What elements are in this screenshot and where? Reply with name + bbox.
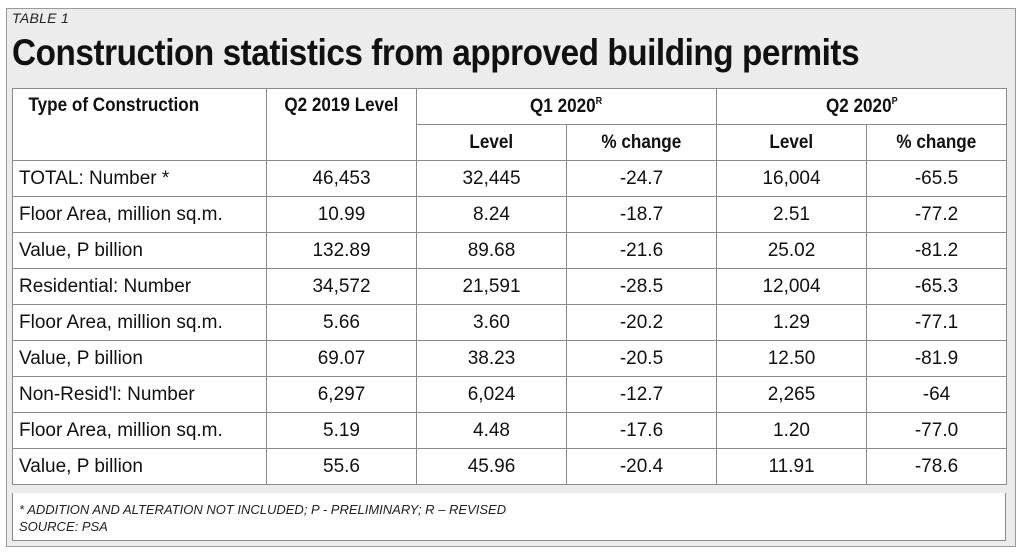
table-row: Value, P billion 55.6 45.96 -20.4 11.91 -78.6 [12,448,1008,485]
cell-q2-2020-level: 16,004 [716,160,868,197]
header-q1-level: Level [416,124,567,161]
table-row: Floor Area, million sq.m. 5.66 3.60 -20.2 1.… [12,304,1008,341]
cell-q1-2020-level: 21,591 [416,268,567,305]
table-row: Floor Area, million sq.m. 10.99 8.24 -18.7 2… [12,196,1008,233]
cell-q1-2020-pct-change: -20.4 [565,448,718,485]
row-label: Value, P billion [12,340,267,377]
row-label: Floor Area, million sq.m. [12,412,267,449]
row-label: TOTAL: Number * [12,160,267,197]
cell-q1-2020-level: 3.60 [416,304,567,341]
table-row: TOTAL: Number * 46,453 32,445 -24.7 16,004 -6… [12,160,1008,197]
cell-q2-2020-pct-change: -65.3 [866,268,1008,305]
cell-q2-2020-pct-change: -81.9 [866,340,1008,377]
construction-stats-table: Type of Construction Q2 2019 Level Q1 20… [12,88,1008,485]
cell-q1-2020-pct-change: -20.5 [565,340,718,377]
cell-q1-2020-pct-change: -20.2 [565,304,718,341]
cell-q2-2020-level: 2.51 [716,196,868,233]
header-q1-2020: Q1 2020R [415,88,718,125]
table-row: Non-Resid'l: Number 6,297 6,024 -12.7 2,265-… [12,376,1008,413]
cell-q2-2020-pct-change: -77.2 [866,196,1008,233]
cell-q2-2019-level: 34,572 [266,268,417,305]
cell-q1-2020-level: 32,445 [416,160,567,197]
table-row: Value, P billion 132.89 89.68 -21.6 25.02 -81… [12,232,1008,269]
cell-q2-2019-level: 46,453 [266,160,417,197]
preliminary-mark: P [891,95,898,107]
cell-q2-2020-pct-change: -65.5 [866,160,1008,197]
cell-q2-2020-level: 1.29 [716,304,868,341]
cell-q1-2020-level: 89.68 [416,232,567,269]
header-type-of-construction: Type of Construction [12,88,267,161]
cell-q2-2020-pct-change: -77.0 [866,412,1008,449]
cell-q2-2020-pct-change: -64 [866,376,1008,413]
row-label: Floor Area, million sq.m. [12,304,267,341]
cell-q2-2019-level: 6,297 [266,376,417,413]
cell-q2-2019-level: 10.99 [266,196,417,233]
footnote-source: SOURCE: PSA [19,519,108,534]
revised-mark: R [596,95,603,107]
cell-q1-2020-pct-change: -24.7 [565,160,718,197]
cell-q1-2020-pct-change: -28.5 [565,268,718,305]
header-q2-2019-level: Q2 2019 Level [266,88,417,161]
footnote-note: * ADDITION AND ALTERATION NOT INCLUDED; … [19,502,507,517]
table-row: Floor Area, million sq.m. 5.19 4.48 -17.6 1.… [12,412,1008,449]
header-q2-level: Level [716,124,868,161]
table-row: Residential: Number 34,572 21,591 -28.5 12,0… [12,268,1008,305]
cell-q2-2020-pct-change: -81.2 [866,232,1008,269]
row-label: Value, P billion [12,232,267,269]
cell-q1-2020-pct-change: -21.6 [565,232,718,269]
cell-q2-2020-pct-change: -77.1 [866,304,1008,341]
cell-q1-2020-pct-change: -17.6 [565,412,718,449]
cell-q1-2020-level: 8.24 [416,196,567,233]
cell-q2-2020-level: 11.91 [716,448,868,485]
cell-q2-2020-level: 12,004 [716,268,868,305]
cell-q2-2020-level: 12.50 [716,340,868,377]
cell-q2-2020-level: 1.20 [716,412,868,449]
footnote-area: * ADDITION AND ALTERATION NOT INCLUDED; … [12,493,1006,541]
row-label: Floor Area, million sq.m. [12,196,267,233]
cell-q1-2020-level: 38.23 [416,340,567,377]
cell-q1-2020-pct-change: -12.7 [565,376,718,413]
cell-q2-2020-level: 25.02 [716,232,868,269]
cell-q1-2020-level: 45.96 [416,448,567,485]
row-label: Non-Resid'l: Number [12,376,267,413]
cell-q2-2019-level: 55.6 [266,448,417,485]
header-q2-2020: Q2 2020P [716,88,1008,125]
header-q2-pct-change: % change [866,124,1008,161]
table-title: Construction statistics from approved bu… [12,32,860,73]
cell-q2-2020-pct-change: -78.6 [866,448,1008,485]
cell-q2-2019-level: 132.89 [266,232,417,269]
cell-q1-2020-level: 6,024 [416,376,567,413]
cell-q2-2019-level: 5.66 [266,304,417,341]
cell-q2-2020-level: 2,265 [716,376,868,413]
table-row: Value, P billion 69.07 38.23 -20.5 12.50 -81.… [12,340,1008,377]
table-body: TOTAL: Number * 46,453 32,445 -24.7 16,004 -6… [12,160,1008,485]
header-q1-pct-change: % change [565,124,718,161]
table-number-label: TABLE 1 [12,10,70,26]
row-label: Residential: Number [12,268,267,305]
cell-q1-2020-level: 4.48 [416,412,567,449]
cell-q1-2020-pct-change: -18.7 [565,196,718,233]
cell-q2-2019-level: 5.19 [266,412,417,449]
cell-q2-2019-level: 69.07 [266,340,417,377]
row-label: Value, P billion [12,448,267,485]
